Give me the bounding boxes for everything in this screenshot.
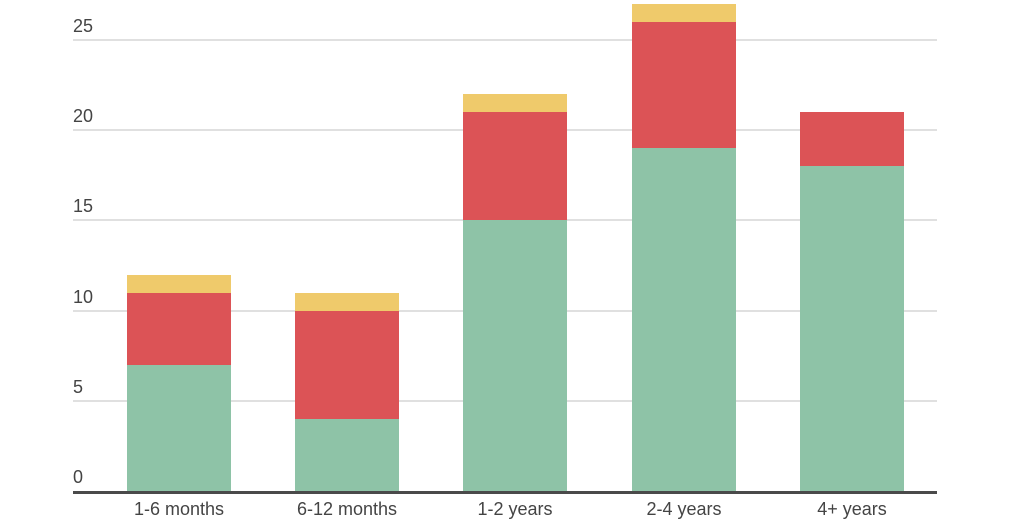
bar-segment-yellow — [127, 274, 231, 293]
x-axis-baseline — [73, 491, 937, 494]
y-tick-label: 0 — [73, 467, 84, 487]
bar-segment-yellow — [632, 3, 736, 22]
y-tick-label: 5 — [73, 376, 84, 397]
y-tick-label: 25 — [73, 16, 94, 36]
x-axis-label: 6-12 months — [296, 499, 398, 519]
bar-1-6-months — [127, 0, 231, 512]
x-axis-label: 4+ years — [817, 499, 887, 519]
bar-segment-green — [295, 418, 399, 491]
bar-segment-red — [127, 292, 231, 365]
gridline-25 — [73, 39, 937, 41]
x-axis-label: 1-2 years — [477, 499, 553, 519]
x-axis-label: 2-4 years — [646, 499, 722, 519]
bar-1-2-years — [463, 0, 567, 512]
bar-2-4-years — [632, 0, 736, 512]
y-tick-label: 15 — [73, 196, 94, 217]
bar-segment-green — [632, 148, 736, 491]
bar-segment-green — [127, 364, 231, 491]
bar-segment-red — [800, 112, 904, 167]
bar-segment-red — [632, 21, 736, 149]
y-tick-label: 20 — [73, 106, 94, 127]
bar-segment-green — [800, 166, 904, 491]
x-axis-label: 1-6 months — [133, 499, 225, 519]
bar-6-12-months — [295, 0, 399, 512]
bar-segment-green — [463, 220, 567, 491]
bar-segment-yellow — [463, 94, 567, 113]
bar-segment-yellow — [295, 292, 399, 311]
y-tick-label: 10 — [73, 286, 94, 307]
bar-segment-red — [295, 310, 399, 419]
bar-segment-red — [463, 112, 567, 221]
bar-4-years — [800, 0, 904, 512]
